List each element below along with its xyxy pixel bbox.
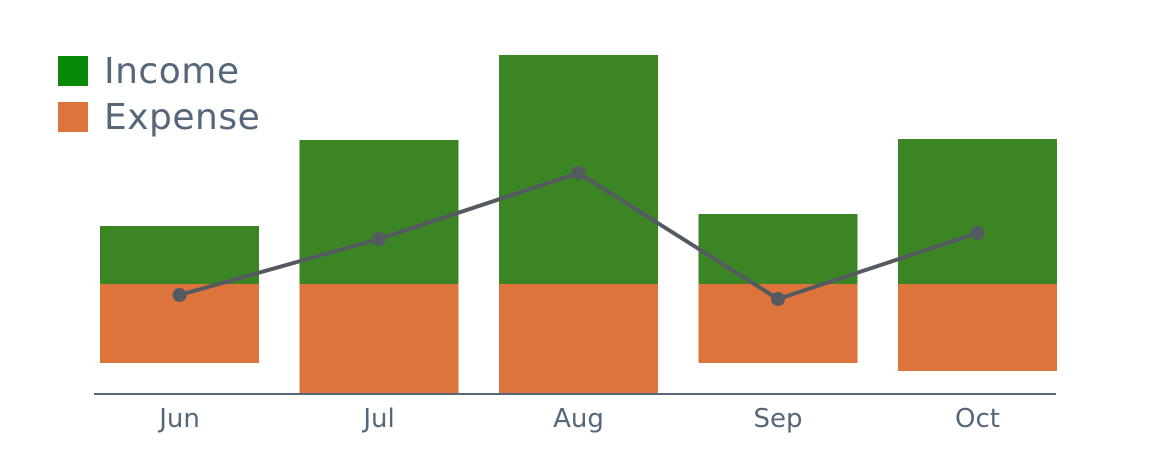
net-point-sep xyxy=(771,292,785,306)
bar-income-oct xyxy=(898,139,1057,284)
x-tick-labels: Jun Jul Aug Sep Oct xyxy=(157,404,1000,434)
bar-income-jul xyxy=(299,140,459,284)
legend-label-income: Income xyxy=(104,50,240,92)
bar-income-sep xyxy=(698,214,858,284)
x-tick-sep: Sep xyxy=(753,404,802,434)
net-point-jul xyxy=(372,232,386,246)
x-tick-jul: Jul xyxy=(361,404,394,434)
net-point-jun xyxy=(172,288,187,302)
bar-expense-aug xyxy=(499,284,658,393)
x-tick-aug: Aug xyxy=(553,404,604,434)
bar-expense-jul xyxy=(299,284,459,395)
x-tick-jun: Jun xyxy=(157,404,200,434)
legend-label-expense: Expense xyxy=(104,96,261,138)
legend-item-income: Income xyxy=(58,48,260,94)
net-line-group xyxy=(172,166,985,306)
net-point-aug xyxy=(571,166,586,180)
legend: Income Expense xyxy=(58,48,260,140)
x-tick-oct: Oct xyxy=(955,404,1000,434)
net-point-oct xyxy=(970,226,985,240)
bar-expense-oct xyxy=(898,284,1057,371)
legend-swatch-income xyxy=(58,56,88,86)
legend-swatch-expense xyxy=(58,102,88,132)
legend-item-expense: Expense xyxy=(58,94,260,140)
bar-income-jun xyxy=(100,226,259,284)
